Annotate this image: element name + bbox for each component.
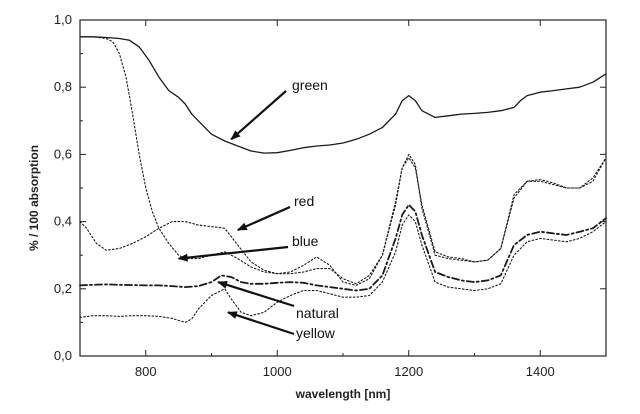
x-axis: 800 1000 1200 1400: [135, 20, 607, 379]
annotation-arrow-yellow: [226, 311, 295, 336]
x-tick-label: 1200: [394, 364, 423, 379]
x-axis-title: wavelength [nm]: [295, 387, 391, 401]
y-tick-label: 0,8: [54, 79, 72, 94]
y-tick-label: 0,4: [54, 214, 72, 229]
y-axis-title: % / 100 absorption: [27, 145, 41, 251]
series-layer: [79, 36, 607, 323]
annotation-layer: green red blue natural yellow: [177, 77, 339, 341]
annotation-arrow-green: [230, 90, 287, 141]
annotation-label-yellow: yellow: [296, 325, 336, 341]
y-tick-label: 0,6: [54, 146, 72, 161]
annotation-label-green: green: [292, 77, 328, 93]
x-tick-label: 800: [135, 364, 157, 379]
series-line-green: [79, 36, 607, 154]
annotation-label-red: red: [294, 193, 314, 209]
plot-frame: [79, 19, 607, 357]
annotation-label-natural: natural: [296, 305, 339, 321]
series-line-natural: [79, 203, 607, 292]
annotation-arrow-natural: [217, 280, 295, 308]
x-tick-label: 1400: [526, 364, 555, 379]
y-tick-label: 0,2: [54, 281, 72, 296]
series-line-red: [79, 153, 607, 285]
annotation-arrow-blue: [177, 245, 289, 262]
annotation-label-blue: blue: [292, 233, 319, 249]
series-line-yellow: [79, 214, 607, 323]
y-tick-label: 0,0: [54, 348, 72, 363]
series-line-blue: [79, 36, 607, 286]
annotation-arrow-red: [236, 205, 291, 232]
x-tick-label: 1000: [263, 364, 292, 379]
y-axis: 0,0 0,2 0,4 0,6 0,8 1,0: [54, 12, 606, 363]
y-tick-label: 1,0: [54, 12, 72, 27]
